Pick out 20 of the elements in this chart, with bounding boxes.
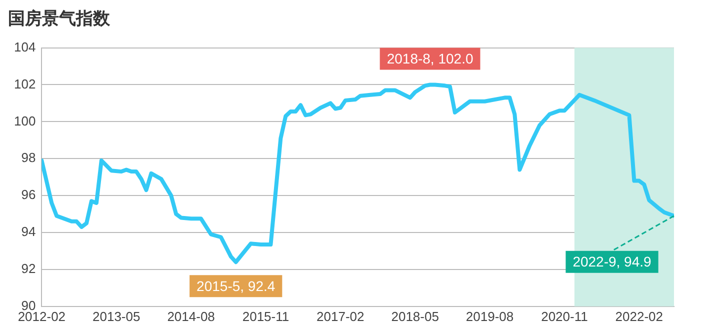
chart-title: 国房景气指数 (8, 8, 111, 30)
x-tick-label: 2020-11 (541, 308, 588, 324)
x-tick-label: 2022-02 (615, 308, 664, 324)
y-tick-label: 90 (21, 298, 36, 313)
y-tick-label: 98 (21, 150, 36, 166)
y-tick-label: 96 (21, 187, 36, 202)
y-tick-label: 102 (14, 76, 36, 92)
y-tick-label: 94 (21, 224, 36, 240)
annotation: 2022-9, 94.9 (572, 254, 652, 270)
x-tick-label: 2015-11 (242, 308, 290, 324)
x-tick-label: 2018-05 (391, 308, 439, 324)
annotation: 2018-8, 102.0 (386, 50, 474, 67)
x-tick-label: 2017-02 (316, 308, 364, 324)
annotation: 2015-5, 92.4 (196, 278, 276, 294)
x-tick-label: 2013-05 (92, 308, 140, 324)
y-tick-label: 92 (21, 261, 36, 276)
x-tick-label: 2014-08 (167, 308, 215, 324)
y-tick-label: 100 (14, 113, 36, 128)
x-tick-label: 2019-08 (466, 308, 514, 324)
y-tick-label: 104 (14, 39, 36, 54)
